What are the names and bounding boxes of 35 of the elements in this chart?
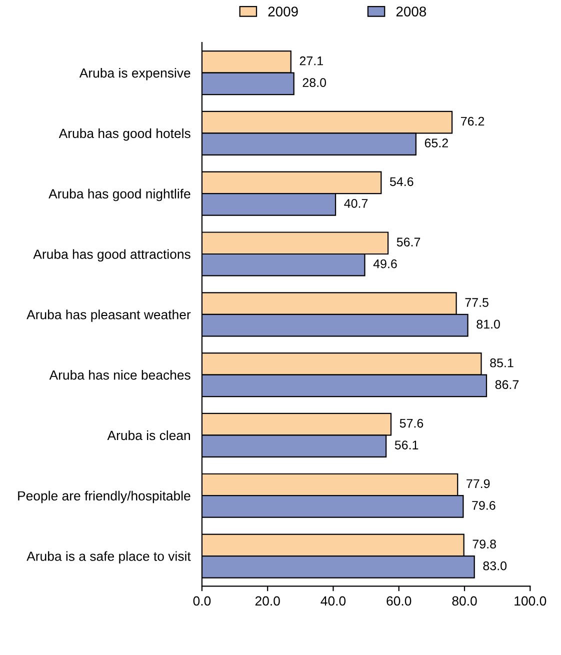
y-tick-label: Aruba has good attractions (33, 249, 190, 262)
data-label: 40.7 (344, 198, 368, 208)
x-tick-label: 100.0 (514, 596, 546, 606)
data-label: 57.6 (400, 418, 424, 428)
data-label: 56.1 (394, 440, 418, 450)
y-tick-label: Aruba has nice beaches (49, 370, 190, 380)
x-tick-label: 80.0 (452, 596, 477, 606)
y-tick-label: People are friendly/hospitable (18, 490, 190, 504)
data-label: 28.0 (302, 78, 326, 88)
data-label: 79.6 (472, 500, 496, 510)
data-label: 86.7 (495, 380, 519, 390)
y-tick-label: Aruba has good hotels (58, 128, 190, 141)
y-tick-label: Aruba has good nightlife (48, 188, 190, 202)
data-label: 77.5 (465, 298, 488, 307)
data-label: 65.2 (424, 138, 448, 148)
data-label: 81.0 (476, 320, 500, 329)
y-tick-label: Aruba has pleasant weather (26, 310, 191, 322)
legend-label: 2009 (268, 6, 298, 16)
x-tick-label: 40.0 (320, 596, 346, 606)
y-tick-label: Aruba is clean (107, 430, 190, 440)
data-label: 56.7 (396, 238, 420, 246)
data-label: 76.2 (461, 116, 484, 126)
y-tick-label: Aruba is expensive (79, 68, 190, 80)
x-tick-label: 0.0 (193, 596, 211, 606)
x-tick-label: 60.0 (386, 596, 412, 606)
data-label: 77.9 (466, 479, 490, 488)
x-tick-label: 20.0 (255, 596, 280, 606)
data-label: 54.6 (390, 177, 414, 186)
data-label: 49.6 (373, 259, 397, 268)
y-tick-label: Aruba is a safe place to visit (26, 551, 191, 564)
legend-label: 2008 (396, 6, 426, 16)
data-label: 83.0 (483, 561, 507, 570)
data-label: 79.8 (472, 540, 496, 549)
data-label: 27.1 (300, 56, 323, 66)
data-label: 85.1 (490, 358, 514, 368)
